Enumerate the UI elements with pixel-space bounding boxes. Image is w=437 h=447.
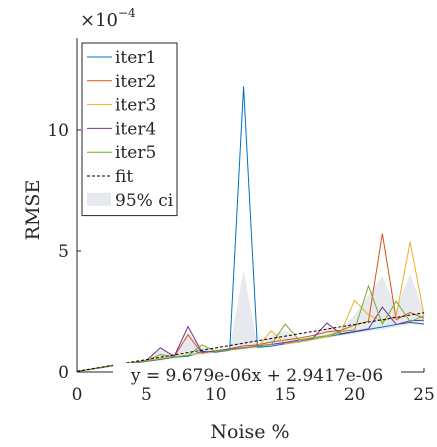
legend-label: iter2 — [115, 72, 156, 92]
legend-label: iter1 — [115, 48, 156, 68]
legend: iter1 iter2 iter3 iter4 iter5 fit 95% ci — [81, 42, 178, 217]
series-line-iter2 — [76, 233, 425, 372]
x-axis-label: Noise % — [210, 421, 289, 443]
fit-equation: y = 9.679e-06x + 2.9417e-06 — [130, 366, 383, 386]
x-tick-label: 20 — [344, 385, 366, 405]
y-tick-label: 10 — [47, 121, 69, 141]
legend-label: fit — [115, 167, 133, 187]
y-exponent-label: ×10−4 — [80, 6, 136, 31]
legend-label: iter5 — [115, 143, 156, 163]
legend-box — [81, 42, 178, 217]
y-tick-label: 5 — [58, 242, 69, 262]
legend-label: iter3 — [115, 96, 156, 116]
x-tick-label: 10 — [205, 385, 227, 405]
x-tick-label: 0 — [72, 385, 83, 405]
legend-label: iter4 — [115, 119, 156, 139]
equation-box — [113, 363, 401, 383]
x-tick-label: 5 — [141, 385, 152, 405]
x-tick-label: 25 — [413, 385, 435, 405]
series-line-iter5 — [76, 284, 425, 372]
tick-layer: 0 5 10 15 20 25 0 5 10 — [47, 121, 434, 405]
fit-layer — [76, 312, 425, 372]
ci-band — [77, 270, 424, 372]
y-tick-label: 0 — [58, 363, 69, 383]
fit-line — [76, 312, 425, 372]
legend-swatch-ci — [87, 192, 111, 206]
legend-label: 95% ci — [115, 191, 174, 211]
ci-band-layer — [77, 270, 424, 372]
y-axis-label: RMSE — [22, 180, 44, 241]
series-layer — [76, 86, 425, 372]
x-tick-label: 15 — [274, 385, 296, 405]
